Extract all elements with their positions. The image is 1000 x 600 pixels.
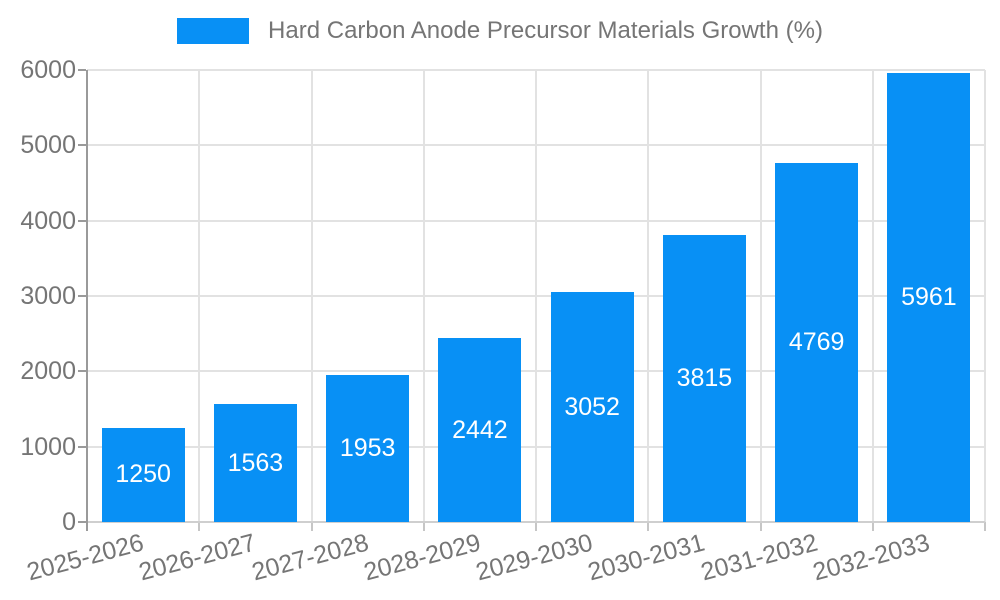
- bar: 3052: [550, 292, 634, 522]
- gridline-vertical: [871, 70, 874, 522]
- x-tick-label: 2026-2027: [136, 528, 259, 587]
- legend-swatch: [177, 18, 250, 44]
- x-tick-mark: [198, 522, 201, 531]
- x-tick-label: 2032-2033: [809, 528, 933, 587]
- bar-value-label: 1563: [227, 448, 284, 477]
- y-tick-mark: [78, 370, 86, 373]
- x-tick-mark: [535, 522, 537, 531]
- x-tick-label: 2031-2032: [697, 528, 821, 587]
- y-axis-labels: 0 1000 2000 3000 4000 5000 6000: [0, 56, 76, 536]
- bar: 2442: [438, 338, 522, 522]
- bar-value-label: 5961: [901, 282, 957, 311]
- gridline-vertical: [535, 70, 537, 522]
- bar: 1250: [101, 427, 185, 522]
- bar-value-label: 4769: [788, 327, 845, 356]
- gridline-vertical: [198, 70, 201, 522]
- x-tick-mark: [310, 522, 313, 531]
- gridline-vertical: [310, 70, 313, 522]
- y-tick-mark: [78, 69, 86, 71]
- gridline-vertical: [984, 70, 986, 522]
- x-tick-label: 2027-2028: [248, 528, 372, 587]
- y-tick-label: 1000: [20, 432, 76, 461]
- gridline-vertical: [647, 70, 650, 522]
- y-axis-line: [86, 70, 88, 531]
- y-tick-mark: [78, 521, 86, 523]
- x-tick-label: 2028-2029: [360, 528, 484, 587]
- y-tick-mark: [78, 144, 86, 147]
- bar: 1563: [213, 404, 297, 522]
- y-tick-label: 6000: [20, 56, 76, 84]
- plot-area: 1250 1563 1953 2442 3052 3815 4769 5961: [78, 69, 986, 531]
- x-tick-label: 2030-2031: [585, 528, 708, 587]
- x-tick-label: 2029-2030: [473, 528, 596, 587]
- x-axis-line: [87, 521, 985, 523]
- gridline-vertical: [759, 70, 762, 522]
- x-tick-mark: [871, 522, 874, 531]
- bar: 4769: [775, 162, 859, 522]
- y-tick-label: 4000: [20, 206, 76, 235]
- y-tick-label: 0: [62, 508, 76, 536]
- bar-value-label: 3052: [564, 392, 620, 421]
- y-tick-label: 2000: [20, 357, 76, 386]
- gridline-vertical: [422, 70, 425, 522]
- bar: 3815: [662, 234, 746, 522]
- bar-value-label: 2442: [452, 415, 508, 444]
- legend: Hard Carbon Anode Precursor Materials Gr…: [0, 17, 1000, 45]
- x-tick-mark: [647, 522, 650, 531]
- bar: 1953: [326, 374, 410, 522]
- bar: 5961: [887, 72, 971, 522]
- y-tick-mark: [78, 295, 86, 297]
- bar-value-label: 1953: [339, 433, 396, 462]
- x-tick-label: 2025-2026: [24, 528, 147, 587]
- y-tick-mark: [78, 445, 86, 448]
- bar-value-label: 3815: [676, 363, 733, 392]
- bar-value-label: 1250: [115, 460, 171, 489]
- y-tick-label: 3000: [20, 282, 76, 310]
- y-tick-label: 5000: [20, 131, 76, 160]
- y-tick-mark: [78, 219, 86, 222]
- x-tick-mark: [422, 522, 425, 531]
- legend-label: Hard Carbon Anode Precursor Materials Gr…: [268, 17, 823, 44]
- x-tick-mark: [759, 522, 762, 531]
- x-tick-mark: [984, 522, 986, 531]
